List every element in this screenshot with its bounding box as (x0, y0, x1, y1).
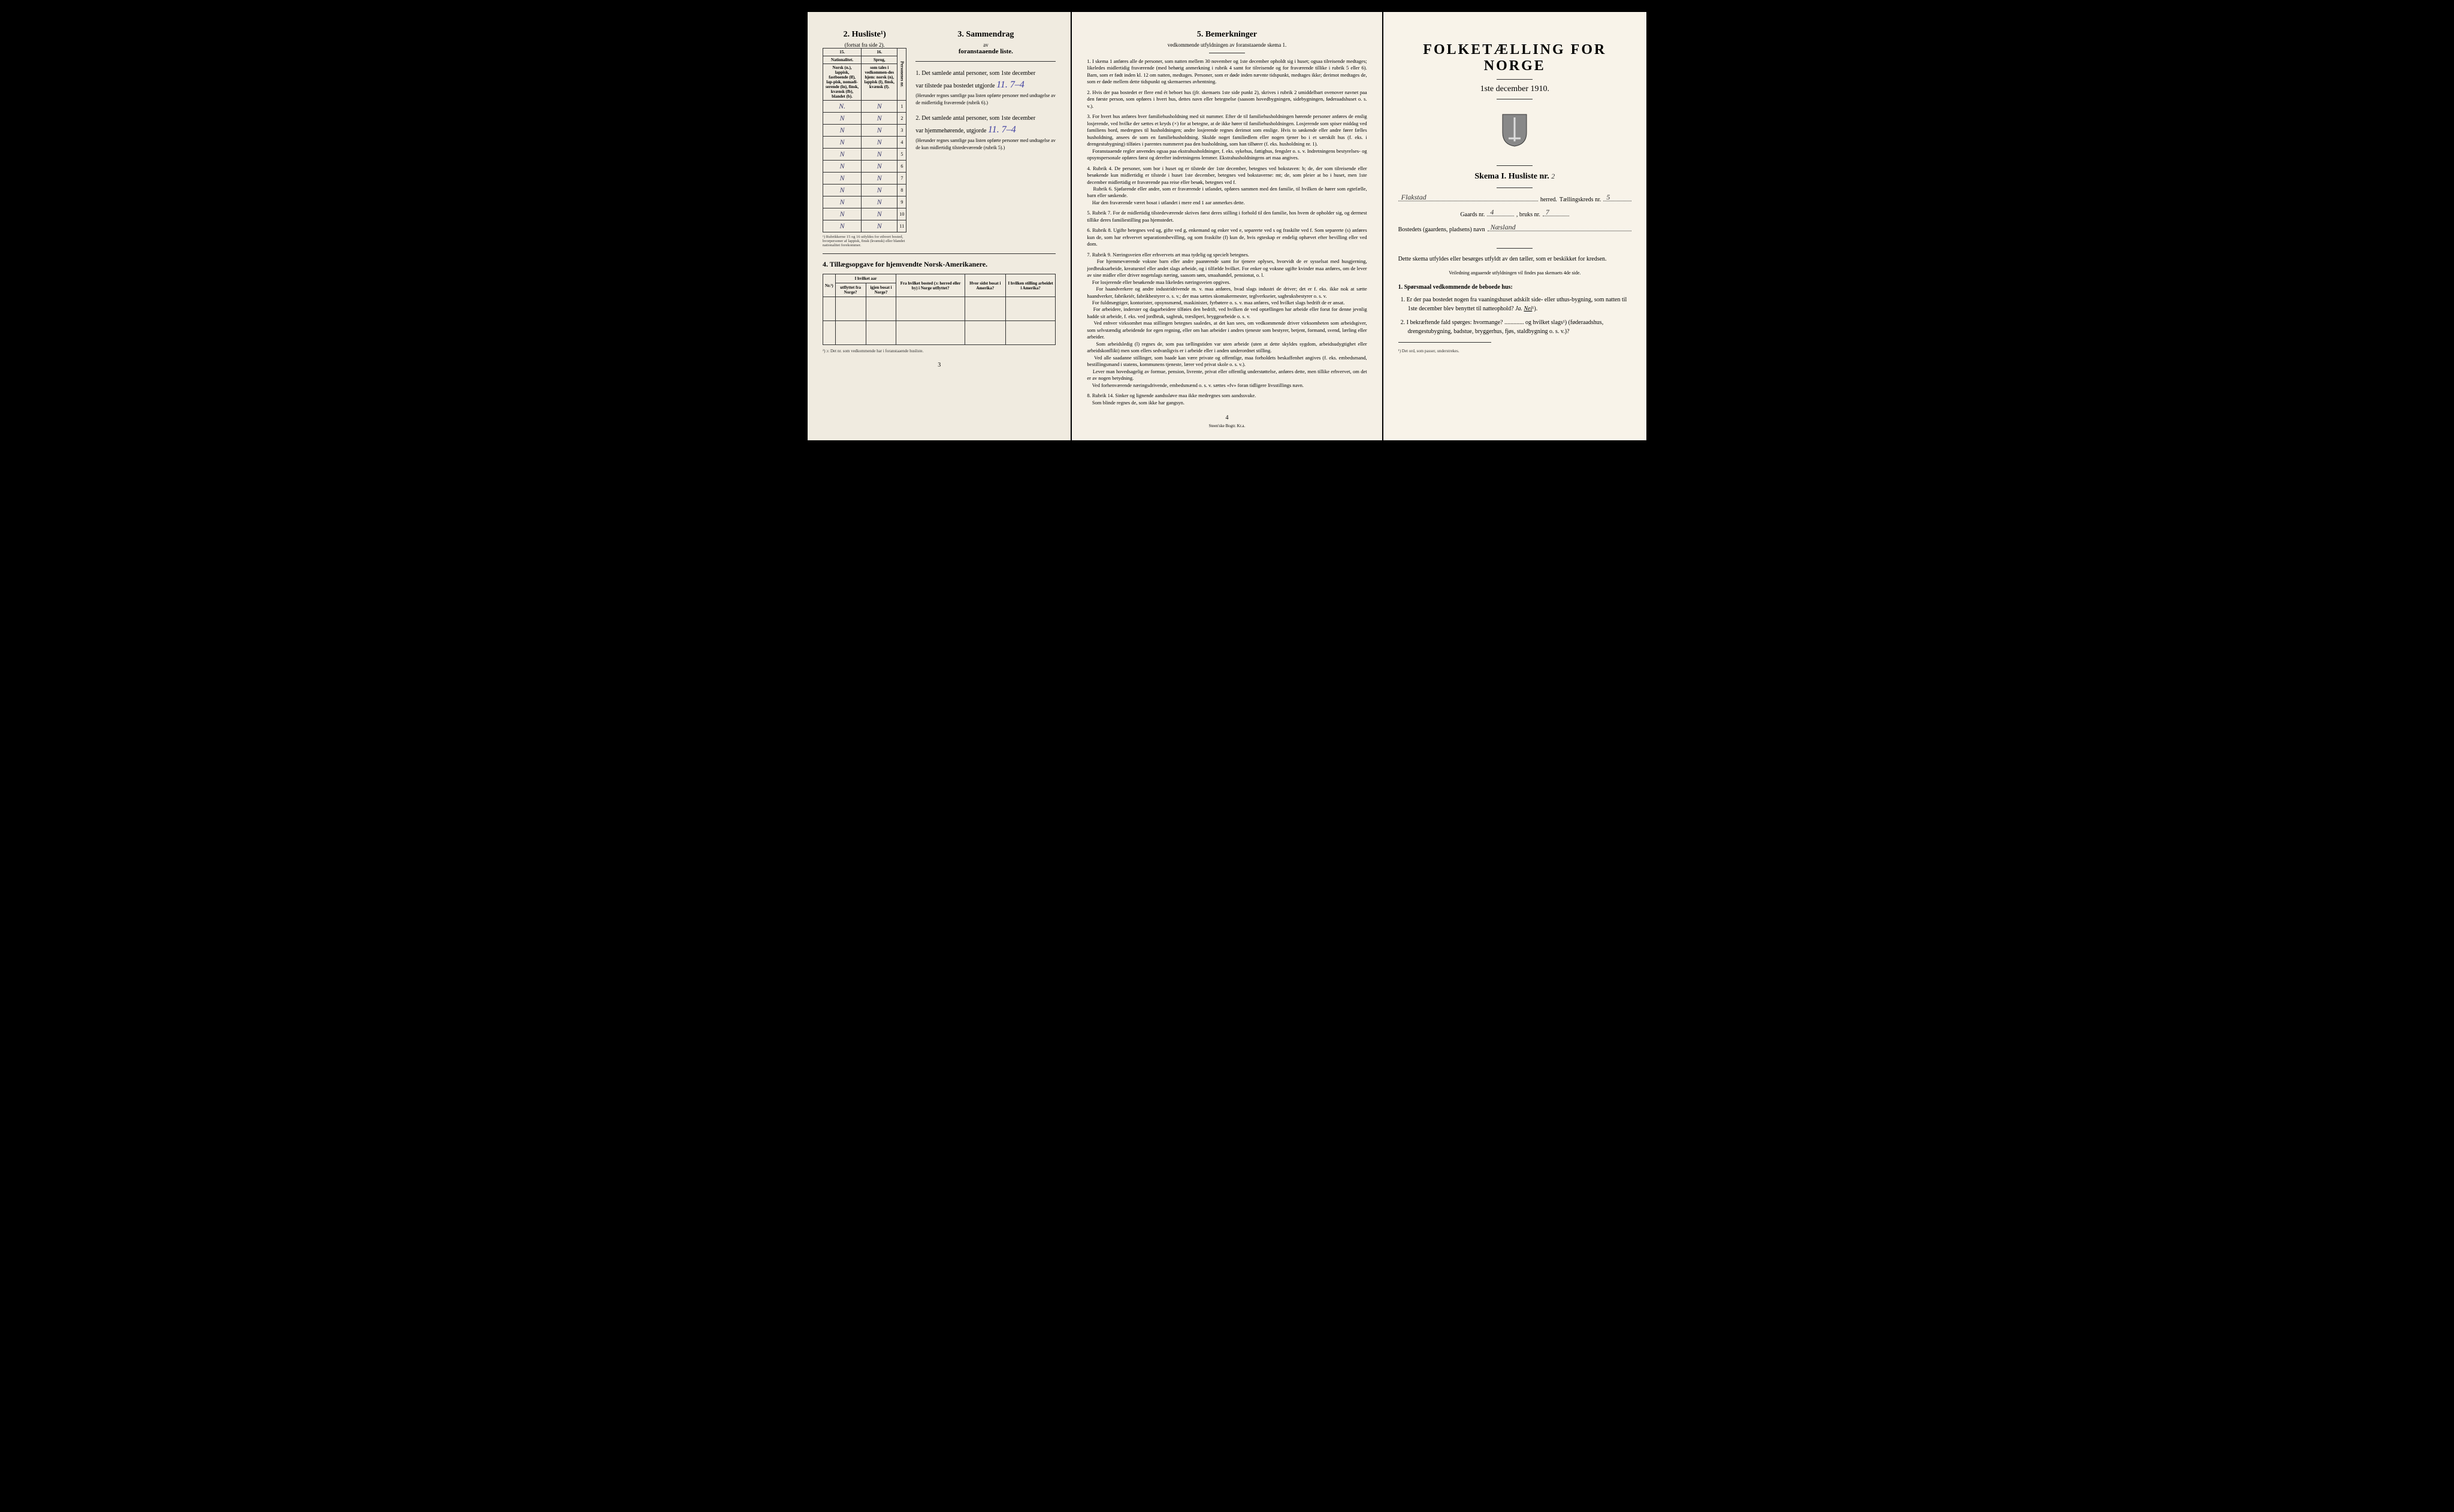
s3-item2-note: (Herunder regnes samtlige paa listen opf… (915, 137, 1056, 152)
question-2: 2. I bekræftende fald spørges: hvormange… (1408, 318, 1631, 336)
s4-utflyttet: utflyttet fra Norge? (835, 283, 866, 297)
section3-sub2: foranstaaende liste. (915, 48, 1056, 55)
section5-heading: 5. Bemerkninger (1087, 30, 1367, 40)
nat-heading: Nationalitet. (823, 56, 862, 64)
census-date: 1ste december 1910. (1398, 84, 1631, 94)
s3-item1-pre: 1. Det samlede antal personer, som 1ste … (915, 69, 1056, 78)
page-middle: 5. Bemerkninger vedkommende utfyldningen… (1072, 12, 1382, 440)
herred-label: herred. (1540, 196, 1557, 203)
herred-value: Flakstad (1401, 193, 1427, 202)
table-row (823, 321, 1056, 345)
pagenum-3: 3 (823, 362, 1056, 368)
s4-igjen: igjen bosat i Norge? (866, 283, 896, 297)
right-footnote: ¹) Det ord, som passer, understrekes. (1398, 349, 1631, 353)
sprog-text: som tales i vedkommen-des hjem: norsk (n… (862, 64, 897, 101)
table-row: NN2 (823, 113, 906, 125)
table-row: NN6 (823, 161, 906, 173)
table-row: N.N1 (823, 101, 906, 113)
remark-item: 8. Rubrik 14. Sinker og lignende aandssl… (1087, 392, 1367, 406)
remark-item: 5. Rubrik 7. For de midlertidig tilstede… (1087, 210, 1367, 223)
sprog-heading: Sprog, (862, 56, 897, 64)
veiledning: Veiledning angaaende utfyldningen vil fi… (1398, 270, 1631, 277)
remark-item: 1. I skema 1 anføres alle de personer, s… (1087, 58, 1367, 86)
table-row: NN10 (823, 208, 906, 220)
q1-nei: Nei (1524, 306, 1532, 312)
remark-item: 6. Rubrik 8. Ugifte betegnes ved ug, gif… (1087, 227, 1367, 247)
pers-col: Personenes nr. (897, 49, 906, 101)
s3-item2-pre: 2. Det samlede antal personer, som 1ste … (915, 114, 1056, 123)
table-row: NN9 (823, 196, 906, 208)
s4-nr: Nr.²) (823, 274, 836, 297)
q-heading: 1. Spørsmaal vedkommende de beboede hus: (1398, 284, 1631, 291)
remark-item: 2. Hvis der paa bostedet er flere end ét… (1087, 89, 1367, 110)
s3-item2-line: var hjemmehørende, utgjorde (915, 128, 986, 134)
skema-value: 2 (1551, 172, 1555, 180)
s4-bosted: Fra hvilket bosted (ɔ: herred eller by) … (896, 274, 965, 297)
table-row: NN8 (823, 185, 906, 196)
section5-sub: vedkommende utfyldningen av foranstaaend… (1087, 42, 1367, 48)
census-title: FOLKETÆLLING FOR NORGE (1398, 42, 1631, 74)
printer-credit: Steen'ske Bogtr. Kr.a. (1087, 424, 1367, 428)
coat-of-arms-icon (1398, 111, 1631, 153)
intro-text: Dette skema utfyldes eller besørges utfy… (1398, 255, 1631, 264)
kreds-label: Tællingskreds nr. (1560, 196, 1601, 203)
table-row: NN4 (823, 137, 906, 149)
section4-heading: 4. Tillægsopgave for hjemvendte Norsk-Am… (823, 260, 1056, 269)
col15: 15. (823, 49, 862, 56)
section2-footnote: ¹) Rubrikkerne 15 og 16 utfyldes for eth… (823, 235, 906, 247)
s3-item1-value: 11. 7–4 (996, 80, 1024, 90)
table-row: NN3 (823, 125, 906, 137)
bruks-value: 7 (1546, 208, 1549, 217)
table-row: NN11 (823, 220, 906, 232)
remark-item: 7. Rubrik 9. Næringsveien eller erhverve… (1087, 252, 1367, 389)
bruks-label: , bruks nr. (1516, 211, 1540, 218)
pagenum-4: 4 (1087, 415, 1367, 421)
remark-item: 3. For hvert hus anføres hver familiehus… (1087, 113, 1367, 161)
section2-table: 15. 16. Personenes nr. Nationalitet. Spr… (823, 48, 906, 232)
table-row: NN7 (823, 173, 906, 185)
gaards-value: 4 (1490, 208, 1494, 217)
page-right: FOLKETÆLLING FOR NORGE 1ste december 191… (1383, 12, 1646, 440)
question-1: 1. Er der paa bostedet nogen fra vaaning… (1408, 295, 1631, 313)
s3-item2-value: 11. 7–4 (988, 125, 1016, 135)
s3-item1-line: var tilstede paa bostedet utgjorde (915, 83, 995, 89)
section4-table: Nr.²) I hvilket aar Fra hvilket bosted (… (823, 274, 1056, 345)
page-left: 2. Husliste¹) (fortsat fra side 2). 15. … (808, 12, 1071, 440)
gaards-label: Gaards nr. (1460, 211, 1485, 218)
table-row (823, 297, 1056, 321)
bosted-value: Næsland (1491, 223, 1516, 232)
section2-sub: (fortsat fra side 2). (823, 42, 906, 48)
s3-item1-note: (Herunder regnes samtlige paa listen opf… (915, 92, 1056, 107)
table-row: NN5 (823, 149, 906, 161)
bosted-label: Bostedets (gaardens, pladsens) navn (1398, 226, 1485, 233)
section2-heading: 2. Husliste¹) (823, 30, 906, 40)
s4-aar: I hvilket aar (835, 274, 896, 283)
s4-hvor: Hvor sidst bosat i Amerika? (965, 274, 1005, 297)
s4-stilling: I hvilken stilling arbeidet i Amerika? (1005, 274, 1056, 297)
section3-heading: 3. Sammendrag (915, 30, 1056, 40)
kreds-value: 5 (1606, 193, 1610, 202)
skema-label: Skema I. Husliste nr. (1474, 172, 1549, 181)
remarks-list: 1. I skema 1 anføres alle de personer, s… (1087, 58, 1367, 406)
section4-footnote: ²) ɔ: Det nr. som vedkommende har i fora… (823, 349, 1056, 353)
section3-sub1: av (915, 42, 1056, 48)
remark-item: 4. Rubrik 4. De personer, som bor i huse… (1087, 165, 1367, 207)
nat-text: Norsk (n.), lappisk, fastboende (lf), la… (823, 64, 862, 101)
col16: 16. (862, 49, 897, 56)
